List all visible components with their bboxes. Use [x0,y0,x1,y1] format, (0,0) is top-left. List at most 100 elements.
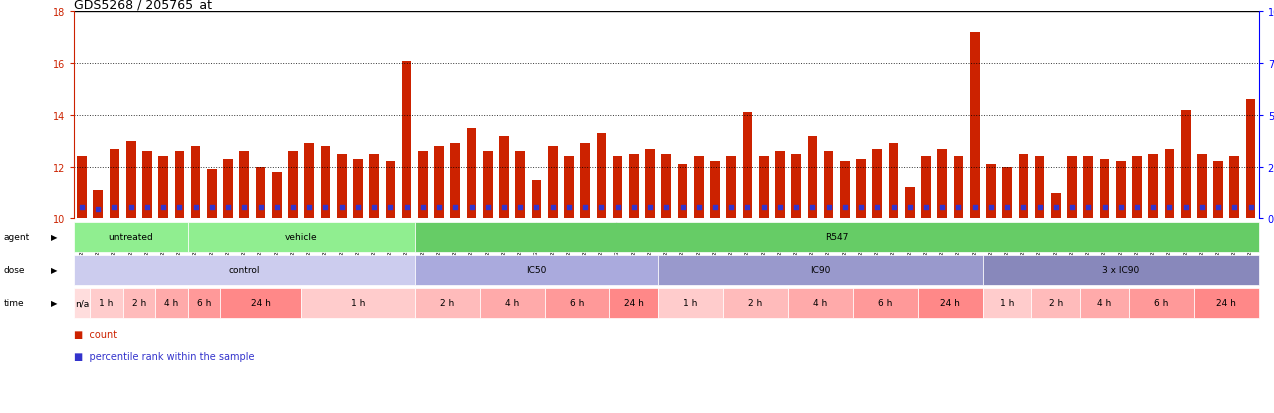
Bar [905,188,915,219]
Bar [854,288,917,318]
Bar [1083,157,1093,219]
Bar [74,288,90,318]
Text: 24 h: 24 h [251,299,270,308]
Point [1224,204,1245,211]
Bar [1181,111,1190,219]
Bar [889,144,898,219]
Point [868,204,888,211]
Point [461,204,482,211]
Bar [743,113,753,219]
Bar [78,157,87,219]
Point [71,204,92,211]
Bar [110,149,120,219]
Point [169,204,190,211]
Bar [548,147,558,219]
Point [883,204,903,211]
Point [948,204,968,211]
Point [933,204,953,211]
Bar [1148,154,1158,219]
Point [364,204,385,211]
Point [753,204,773,211]
Bar [143,152,152,219]
Bar [74,255,415,285]
Bar [191,147,200,219]
Text: control: control [228,266,260,275]
Bar [678,165,688,219]
Bar [256,167,265,219]
Bar [661,154,671,219]
Bar [301,288,415,318]
Point [121,204,141,211]
Bar [953,157,963,219]
Bar [609,288,659,318]
Point [1078,204,1098,211]
Point [299,204,320,211]
Bar [1032,288,1080,318]
Bar [1164,149,1175,219]
Point [104,204,125,211]
Point [851,204,871,211]
Bar [789,288,854,318]
Bar [1229,157,1240,219]
Bar [596,134,606,219]
Bar [175,152,185,219]
Bar [499,136,508,219]
Bar [126,142,135,219]
Bar [986,165,996,219]
Text: 1 h: 1 h [683,299,698,308]
Point [1061,204,1082,211]
Bar [694,157,703,219]
Point [283,204,303,211]
Point [1111,204,1131,211]
Bar [451,144,460,219]
Bar [353,159,363,219]
Point [981,204,1001,211]
Bar [791,154,801,219]
Point [251,204,271,211]
Point [818,204,838,211]
Point [640,204,660,211]
Bar [659,255,982,285]
Point [1029,204,1050,211]
Point [88,206,108,213]
Bar [1068,157,1077,219]
Bar [759,157,768,219]
Bar [856,159,866,219]
Bar [982,255,1259,285]
Bar [93,190,103,219]
Point [413,204,433,211]
Text: 4 h: 4 h [813,299,828,308]
Text: untreated: untreated [108,233,153,242]
Bar [1129,288,1194,318]
Text: GDS5268 / 205765_at: GDS5268 / 205765_at [74,0,211,11]
Bar [982,288,1032,318]
Bar [1003,167,1012,219]
Text: 2 h: 2 h [440,299,455,308]
Point [1208,204,1228,211]
Point [136,204,157,211]
Point [559,204,580,211]
Point [899,204,920,211]
Text: n/a: n/a [75,299,89,308]
Text: 1 h: 1 h [1000,299,1014,308]
Point [998,204,1018,211]
Bar [321,147,330,219]
Point [591,204,612,211]
Point [494,204,515,211]
Bar [917,288,982,318]
Bar [187,288,220,318]
Point [705,204,725,211]
Point [186,204,206,211]
Text: 1 h: 1 h [99,299,113,308]
Bar [155,288,187,318]
Bar [629,154,638,219]
Bar [824,152,833,219]
Bar [710,162,720,219]
Bar [304,144,315,219]
Text: dose: dose [4,266,25,275]
Text: ▶: ▶ [51,233,57,242]
Point [656,204,676,211]
Text: 24 h: 24 h [624,299,643,308]
Bar [564,157,573,219]
Text: 6 h: 6 h [196,299,211,308]
